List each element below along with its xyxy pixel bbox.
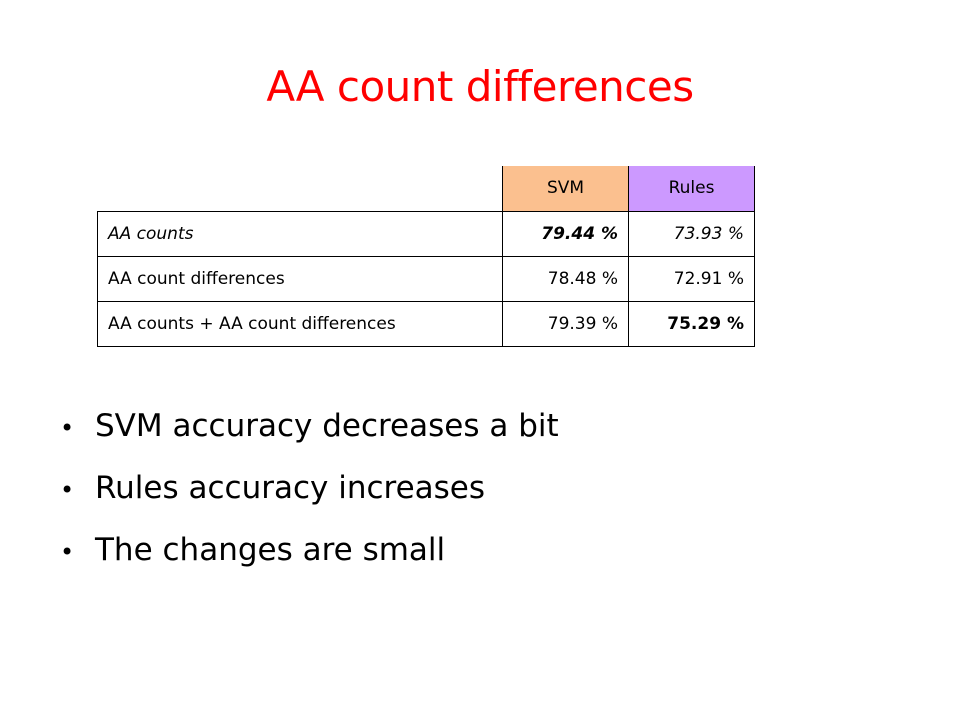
table-row: AA count differences 78.48 % 72.91 % bbox=[97, 255, 755, 302]
svm-value: 79.39 % bbox=[502, 300, 629, 347]
bullet-icon: • bbox=[60, 414, 75, 442]
svm-value: 78.48 % bbox=[502, 255, 629, 302]
slide-title: AA count differences bbox=[266, 62, 694, 111]
svm-value: 79.44 % bbox=[502, 210, 629, 257]
row-label: AA count differences bbox=[97, 255, 503, 302]
row-label: AA counts + AA count differences bbox=[97, 300, 503, 347]
bullet-icon: • bbox=[60, 538, 75, 566]
table-header-row: SVM Rules bbox=[97, 166, 755, 212]
header-blank-cell bbox=[97, 166, 503, 212]
bullet-text: The changes are small bbox=[95, 532, 446, 568]
header-rules: Rules bbox=[628, 166, 755, 212]
table-row: AA counts + AA count differences 79.39 %… bbox=[97, 300, 755, 347]
bullet-list: • SVM accuracy decreases a bit • Rules a… bbox=[60, 408, 559, 594]
bullet-text: Rules accuracy increases bbox=[95, 470, 486, 506]
rules-value: 72.91 % bbox=[628, 255, 755, 302]
row-label: AA counts bbox=[97, 210, 503, 257]
header-svm: SVM bbox=[502, 166, 629, 212]
rules-value: 73.93 % bbox=[628, 210, 755, 257]
list-item: • Rules accuracy increases bbox=[60, 470, 559, 532]
list-item: • SVM accuracy decreases a bit bbox=[60, 408, 559, 470]
bullet-icon: • bbox=[60, 476, 75, 504]
table-row: AA counts 79.44 % 73.93 % bbox=[97, 210, 755, 257]
results-table: SVM Rules AA counts 79.44 % 73.93 % AA c… bbox=[97, 166, 755, 347]
rules-value: 75.29 % bbox=[628, 300, 755, 347]
list-item: • The changes are small bbox=[60, 532, 559, 594]
bullet-text: SVM accuracy decreases a bit bbox=[95, 408, 559, 444]
